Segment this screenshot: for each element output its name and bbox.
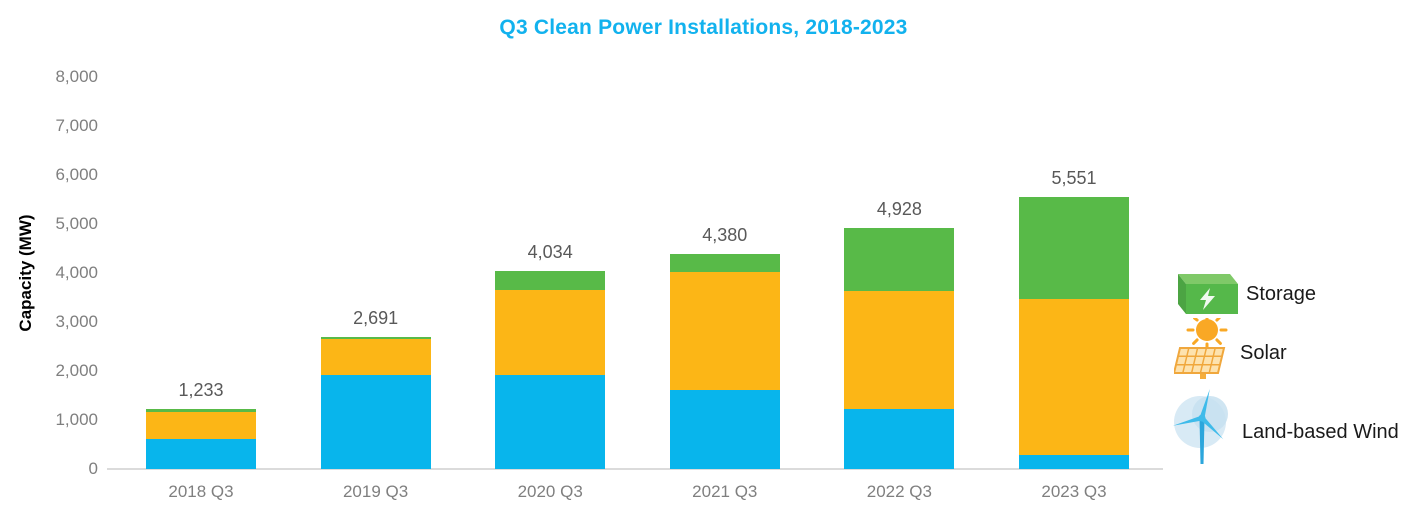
bar-segment-storage [495, 271, 606, 290]
bar-segment-land-based-wind [320, 374, 431, 469]
legend-item-solar: Solar [1174, 318, 1287, 380]
bar-segment-land-based-wind [1019, 454, 1129, 469]
y-tick-label: 1,000 [55, 410, 98, 429]
bar-segment-storage [146, 408, 256, 413]
sun-icon [1196, 319, 1218, 341]
y-tick-label: 8,000 [55, 67, 98, 86]
x-tick-label: 2021 Q3 [692, 482, 758, 501]
bar-segment-storage [844, 227, 955, 291]
solar-panel-icon [1174, 318, 1228, 379]
battery-storage-icon [1178, 274, 1238, 314]
y-tick-label: 7,000 [55, 116, 98, 135]
legend-label-storage: Storage [1246, 282, 1317, 305]
y-tick-label: 4,000 [55, 263, 98, 282]
bar-segment-land-based-wind [495, 374, 606, 469]
chart-title: Q3 Clean Power Installations, 2018-2023 [499, 16, 908, 39]
bar-segment-storage [320, 337, 431, 340]
bar-segment-storage [1019, 197, 1129, 299]
legend-label-solar: Solar [1240, 341, 1287, 364]
y-tick-label: 2,000 [55, 361, 98, 380]
bar-segment-storage [669, 254, 780, 273]
bar-segment-solar [669, 272, 780, 391]
x-tick-label: 2018 Q3 [168, 482, 234, 501]
legend-label-land-based-wind: Land-based Wind [1242, 420, 1399, 443]
lightning-bolt-icon [1200, 288, 1215, 310]
y-tick-label: 0 [88, 459, 98, 478]
bar-total-label: 4,380 [702, 225, 748, 246]
y-tick-label: 3,000 [55, 312, 98, 331]
sun-rays-icon [1186, 318, 1228, 350]
x-tick-label: 2022 Q3 [866, 482, 932, 501]
bar-total-label: 4,928 [876, 198, 922, 219]
bar-segment-land-based-wind [844, 408, 955, 469]
bar-segment-land-based-wind [146, 439, 256, 469]
bar-total-label: 5,551 [1051, 168, 1097, 188]
bar-total-label: 4,034 [527, 242, 573, 263]
wind-turbine-icon [1172, 389, 1228, 464]
x-tick-label: 2020 Q3 [517, 482, 583, 501]
bar-segment-land-based-wind [669, 390, 780, 469]
x-tick-label: 2023 Q3 [1041, 482, 1107, 501]
y-tick-label: 5,000 [55, 214, 98, 233]
x-axis-line [107, 468, 1163, 470]
y-tick-label: 6,000 [55, 165, 98, 184]
legend-item-storage: Storage [1172, 273, 1316, 315]
bar-segment-solar [495, 290, 606, 375]
legend-item-land-based-wind: Land-based Wind [1172, 388, 1399, 464]
bar-total-label: 2,691 [353, 308, 399, 329]
bar-segment-solar [146, 412, 256, 440]
bar-total-label: 1,233 [178, 379, 224, 400]
bar-segment-solar [844, 290, 955, 409]
bar-segment-solar [1019, 298, 1129, 455]
bar-segment-solar [320, 339, 431, 375]
x-tick-label: 2019 Q3 [342, 482, 409, 501]
